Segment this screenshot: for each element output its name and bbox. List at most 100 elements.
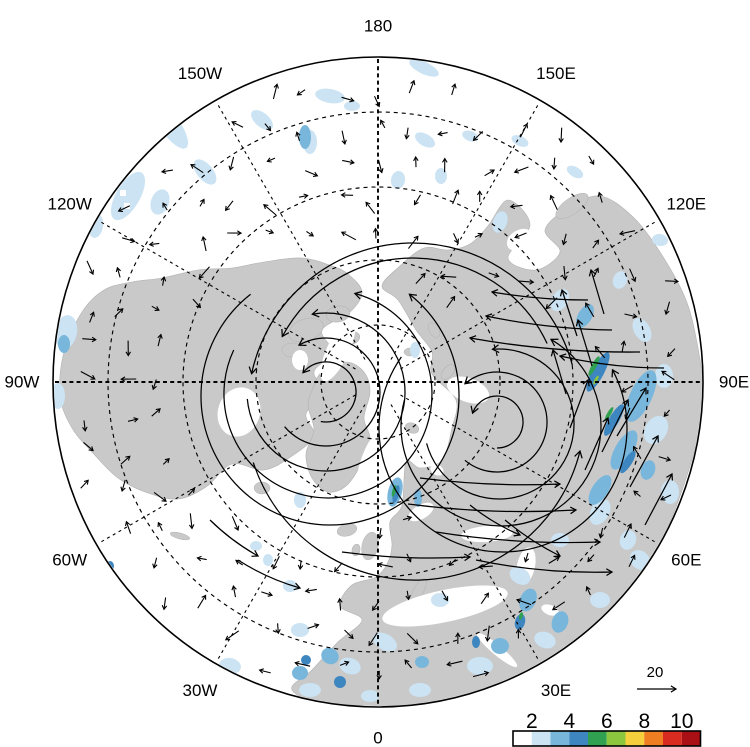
flow-arrow — [469, 504, 521, 536]
shade-patch — [593, 375, 599, 385]
wind-arrow — [667, 348, 676, 357]
arrowhead — [562, 275, 568, 281]
arrowhead — [125, 455, 131, 461]
arrowhead — [340, 192, 346, 198]
wind-arrow — [341, 130, 346, 145]
wind-arrow — [202, 236, 207, 252]
vortex-arc-arrow — [250, 242, 574, 374]
wind-arrow — [406, 553, 412, 562]
latitude-circle — [182, 186, 574, 578]
flow-arrow — [644, 473, 673, 526]
arrowhead — [294, 660, 300, 667]
wind-arrow — [341, 96, 354, 102]
longitude-label-30E: 30E — [541, 681, 571, 700]
arrowhead — [378, 168, 384, 174]
arrowhead — [152, 563, 158, 569]
arrowhead — [594, 239, 600, 245]
wind-arrow — [265, 229, 274, 234]
arrowhead — [664, 309, 670, 316]
arrowhead — [164, 457, 170, 464]
shade-patch — [315, 88, 345, 104]
arrowhead — [451, 83, 457, 89]
arrowhead — [448, 561, 454, 567]
arrowhead — [268, 229, 275, 235]
arrowhead — [133, 417, 139, 423]
wind-arrow — [553, 157, 556, 169]
wind-arrow — [402, 516, 412, 521]
flow-arrow — [475, 559, 613, 573]
wind-arrow — [480, 592, 489, 605]
arrowhead — [470, 405, 479, 415]
wind-arrow — [152, 379, 157, 390]
arrowhead — [91, 336, 97, 343]
shade-patch — [620, 450, 636, 474]
arrowhead — [377, 562, 383, 568]
wind-arrow — [161, 169, 173, 173]
colorbar-segment — [681, 731, 701, 746]
wind-arrow — [514, 166, 529, 173]
arrowhead — [489, 169, 496, 175]
wind-arrow — [446, 296, 456, 309]
wind-arrow — [232, 585, 237, 598]
wind-arrow — [441, 590, 448, 601]
arrowhead — [404, 134, 410, 140]
wind-arrow — [661, 370, 675, 381]
wind-arrow — [585, 302, 595, 318]
arrowhead — [440, 273, 446, 280]
arrowhead — [196, 303, 202, 309]
arrowhead — [515, 628, 522, 634]
arrowhead — [551, 164, 557, 170]
vortex-arc-arrow — [464, 371, 548, 473]
wind-arrow — [339, 598, 342, 611]
arrowhead — [450, 295, 456, 302]
wind-arrow — [225, 630, 240, 641]
shade-patch — [294, 492, 306, 508]
arrowhead — [201, 235, 207, 242]
shade-patch — [509, 567, 531, 585]
shade-patch — [518, 612, 524, 620]
wind-arrow — [406, 590, 410, 600]
flow-arrow — [584, 417, 609, 471]
arrowhead — [529, 279, 535, 285]
wind-arrow — [488, 272, 499, 277]
arrowhead — [157, 333, 163, 339]
longitude-label-60W: 60W — [52, 551, 87, 570]
arrowhead — [293, 582, 302, 591]
shade-patch — [415, 656, 429, 668]
wind-arrow — [83, 420, 86, 431]
wind-arrow — [550, 195, 558, 210]
arrowhead — [594, 345, 600, 351]
arrowhead — [585, 302, 590, 308]
wind-arrow — [277, 623, 279, 634]
shade-patch — [467, 657, 493, 675]
arrowhead — [551, 605, 558, 611]
wind-arrow — [272, 84, 278, 100]
wind-arrow — [163, 597, 167, 610]
wind-arrow — [407, 235, 419, 249]
wind-arrow — [586, 586, 591, 596]
wind-arrow — [305, 588, 317, 592]
arrowhead — [618, 230, 625, 236]
shade-patch — [472, 636, 480, 648]
wind-arrow — [472, 672, 489, 678]
arrowhead — [263, 204, 269, 210]
arrowhead — [670, 685, 678, 693]
flow-arrow — [616, 387, 647, 437]
wind-arrow — [473, 131, 484, 141]
wind-arrow — [368, 632, 378, 646]
arrowhead — [558, 138, 564, 144]
wind-arrow — [80, 479, 89, 489]
arrowhead — [365, 201, 371, 207]
colorbar-segment — [569, 731, 588, 746]
wind-arrow — [563, 266, 566, 280]
wind-arrow — [519, 123, 528, 138]
shade-patch — [612, 271, 628, 289]
arrowhead — [602, 416, 610, 425]
arrowhead — [160, 168, 167, 175]
wind-arrow — [304, 170, 318, 177]
arrowhead — [148, 241, 154, 247]
wind-arrow — [479, 565, 493, 568]
water-body — [355, 429, 393, 507]
shade-patch — [491, 638, 509, 654]
arrowhead — [258, 668, 264, 674]
